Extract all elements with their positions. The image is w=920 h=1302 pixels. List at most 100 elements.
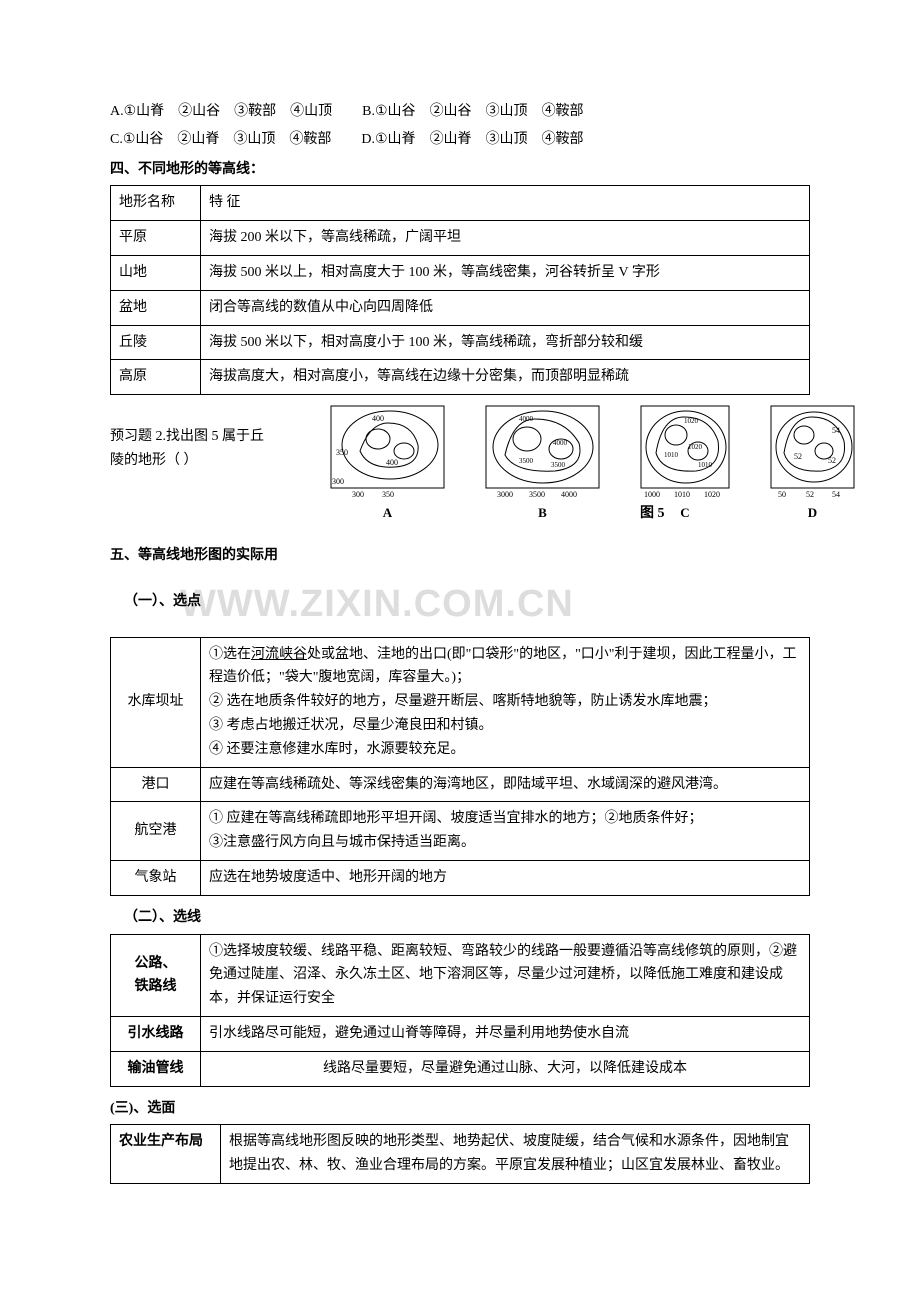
svg-text:400: 400 (386, 458, 398, 467)
section5-sub1: （一）、选点 (124, 590, 201, 614)
svg-text:1020: 1020 (704, 490, 720, 499)
cell: 引水线路尽可能短，避免通过山脊等障碍，并尽量利用地势使水自流 (201, 1017, 810, 1052)
mc-item: ②山谷 (178, 100, 220, 124)
mc-item: D.①山脊 (361, 128, 415, 152)
figure-label: B (485, 502, 600, 524)
mc-item: A.①山脊 (110, 100, 164, 124)
svg-text:52: 52 (806, 490, 814, 499)
cell: 丘陵 (111, 325, 201, 360)
figure-a: 350 400 400 300 300 350 A (330, 405, 445, 524)
svg-text:52: 52 (828, 456, 836, 465)
mc-item: ③山顶 (486, 128, 528, 152)
cell: 盆地 (111, 290, 201, 325)
cell: 根据等高线地形图反映的地形类型、地势起伏、坡度陡缓，结合气候和水源条件，因地制宜… (221, 1125, 810, 1184)
svg-text:3500: 3500 (529, 490, 545, 499)
table-row: 农业生产布局 根据等高线地形图反映的地形类型、地势起伏、坡度陡缓，结合气候和水源… (111, 1125, 810, 1184)
cell-header: 农业生产布局 (111, 1125, 221, 1184)
svg-text:54: 54 (832, 490, 840, 499)
area-selection-table: 农业生产布局 根据等高线地形图反映的地形类型、地势起伏、坡度陡缓，结合气候和水源… (110, 1124, 810, 1184)
cell: 海拔 500 米以上，相对高度大于 100 米，等高线密集，河谷转折呈 V 字形 (201, 255, 810, 290)
table-row: 高原海拔高度大，相对高度小，等高线在边缘十分密集，而顶部明显稀疏 (111, 360, 810, 395)
cell: 应选在地势坡度适中、地形开阔的地方 (201, 861, 810, 896)
mc-item: C.①山谷 (110, 128, 163, 152)
cell: 山地 (111, 255, 201, 290)
mc-row: C.①山谷 ②山脊 ③山顶 ④鞍部 D.①山脊 ②山脊 ③山顶 ④鞍部 (110, 128, 810, 152)
mc-option-a: A.①山脊 ②山谷 ③鞍部 ④山顶 (110, 100, 332, 124)
svg-text:1020: 1020 (684, 417, 699, 425)
mc-item: ③鞍部 (234, 100, 276, 124)
svg-text:3500: 3500 (551, 461, 566, 469)
svg-text:3000: 3000 (497, 490, 513, 499)
svg-text:400: 400 (372, 414, 384, 423)
cell: ① 应建在等高线稀疏即地形平坦开阔、坡度适当宜排水的地方；②地质条件好； ③注意… (201, 802, 810, 861)
svg-text:4000: 4000 (561, 490, 577, 499)
cell: 高原 (111, 360, 201, 395)
mc-item: ④鞍部 (289, 128, 331, 152)
cell: 海拔 200 米以下，等高线稀疏，广阔平坦 (201, 221, 810, 256)
svg-text:350: 350 (336, 448, 348, 457)
figure-label: D (770, 502, 855, 524)
cell-header: 气象站 (111, 861, 201, 896)
mc-option-d: D.①山脊 ②山脊 ③山顶 ④鞍部 (361, 128, 583, 152)
table-row: 水库坝址 ①选在河流峡谷处或盆地、洼地的出口(即"口袋形"的地区，"口小"利于建… (111, 637, 810, 767)
svg-text:1000: 1000 (644, 490, 660, 499)
cell-header: 港口 (111, 767, 201, 802)
mc-item: ②山脊 (430, 128, 472, 152)
table-header-feature: 特 征 (201, 186, 810, 221)
mc-item: B.①山谷 (362, 100, 415, 124)
svg-text:1010: 1010 (674, 490, 690, 499)
figure-b: 4000 4000 3500 3500 3000 3500 4000 B (485, 405, 600, 524)
preview-question-2: 预习题 2.找出图 5 属于丘 陵的地形（ ） 350 400 400 300 … (110, 405, 810, 524)
svg-text:300: 300 (352, 490, 364, 499)
watermark-row: （一）、选点 WWW.ZIXIN.COM.CN (110, 572, 810, 637)
mc-item: ③山顶 (486, 100, 528, 124)
cell: 平原 (111, 221, 201, 256)
route-selection-table: 公路、 铁路线 ①选择坡度较缓、线路平稳、距离较短、弯路较少的线路一般要遵循沿等… (110, 934, 810, 1087)
cell-header: 水库坝址 (111, 637, 201, 767)
contour-map-c-icon: 1020 1020 1010 1010 1000 1010 1020 (640, 405, 730, 500)
figure-5-group: 350 400 400 300 300 350 A 4000 4000 3500… (330, 405, 855, 524)
contour-map-d-icon: 54 52 52 50 52 54 (770, 405, 855, 500)
svg-text:3500: 3500 (519, 457, 534, 465)
table-row: 山地海拔 500 米以上，相对高度大于 100 米，等高线密集，河谷转折呈 V … (111, 255, 810, 290)
section5-sub3: (三)、选面 (110, 1097, 810, 1121)
section4-title: 四、不同地形的等高线： (110, 158, 810, 182)
section5-sub2: （二）、选线 (124, 906, 810, 930)
contour-map-b-icon: 4000 4000 3500 3500 3000 3500 4000 (485, 405, 600, 500)
table-row: 航空港 ① 应建在等高线稀疏即地形平坦开阔、坡度适当宜排水的地方；②地质条件好；… (111, 802, 810, 861)
cell: ①选在河流峡谷处或盆地、洼地的出口(即"口袋形"的地区，"口小"利于建坝，因此工… (201, 637, 810, 767)
contour-map-a-icon: 350 400 400 300 300 350 (330, 405, 445, 500)
mc-option-c: C.①山谷 ②山脊 ③山顶 ④鞍部 (110, 128, 331, 152)
svg-text:350: 350 (382, 490, 394, 499)
table-row: 输油管线 线路尽量要短，尽量避免通过山脉、大河，以降低建设成本 (111, 1051, 810, 1086)
table-row: 地形名称 特 征 (111, 186, 810, 221)
cell: 线路尽量要短，尽量避免通过山脉、大河，以降低建设成本 (201, 1051, 810, 1086)
cell: 应建在等高线稀疏处、等深线密集的海湾地区，即陆域平坦、水域阔深的避风港湾。 (201, 767, 810, 802)
table-row: 盆地闭合等高线的数值从中心向四周降低 (111, 290, 810, 325)
mc-option-b: B.①山谷 ②山谷 ③山顶 ④鞍部 (362, 100, 583, 124)
svg-text:54: 54 (832, 426, 840, 435)
svg-text:4000: 4000 (519, 415, 534, 423)
cell-header: 公路、 铁路线 (111, 934, 201, 1016)
cell: ①选择坡度较缓、线路平稳、距离较短、弯路较少的线路一般要遵循沿等高线修筑的原则，… (201, 934, 810, 1016)
mc-item: ④鞍部 (542, 128, 584, 152)
mc-item: ②山谷 (430, 100, 472, 124)
svg-text:4000: 4000 (553, 439, 568, 447)
q2-text: 预习题 2.找出图 5 属于丘 陵的地形（ ） (110, 405, 310, 473)
table-row: 气象站 应选在地势坡度适中、地形开阔的地方 (111, 861, 810, 896)
mc-item: ④鞍部 (542, 100, 584, 124)
cell: 海拔高度大，相对高度小，等高线在边缘十分密集，而顶部明显稀疏 (201, 360, 810, 395)
table-row: 平原海拔 200 米以下，等高线稀疏，广阔平坦 (111, 221, 810, 256)
cell-header: 航空港 (111, 802, 201, 861)
svg-text:300: 300 (332, 477, 344, 486)
cell: 海拔 500 米以下，相对高度小于 100 米，等高线稀疏，弯折部分较和缓 (201, 325, 810, 360)
table-row: 公路、 铁路线 ①选择坡度较缓、线路平稳、距离较短、弯路较少的线路一般要遵循沿等… (111, 934, 810, 1016)
svg-text:1010: 1010 (698, 461, 713, 469)
svg-text:1010: 1010 (664, 451, 679, 459)
figure-d: 54 52 52 50 52 54 D (770, 405, 855, 524)
figure-5-caption: 图 5 (640, 502, 665, 526)
svg-text:1020: 1020 (688, 443, 703, 451)
table-row: 引水线路 引水线路尽可能短，避免通过山脊等障碍，并尽量利用地势使水自流 (111, 1017, 810, 1052)
mc-item: ④山顶 (290, 100, 332, 124)
section5-title: 五、等高线地形图的实际用 (110, 544, 810, 568)
